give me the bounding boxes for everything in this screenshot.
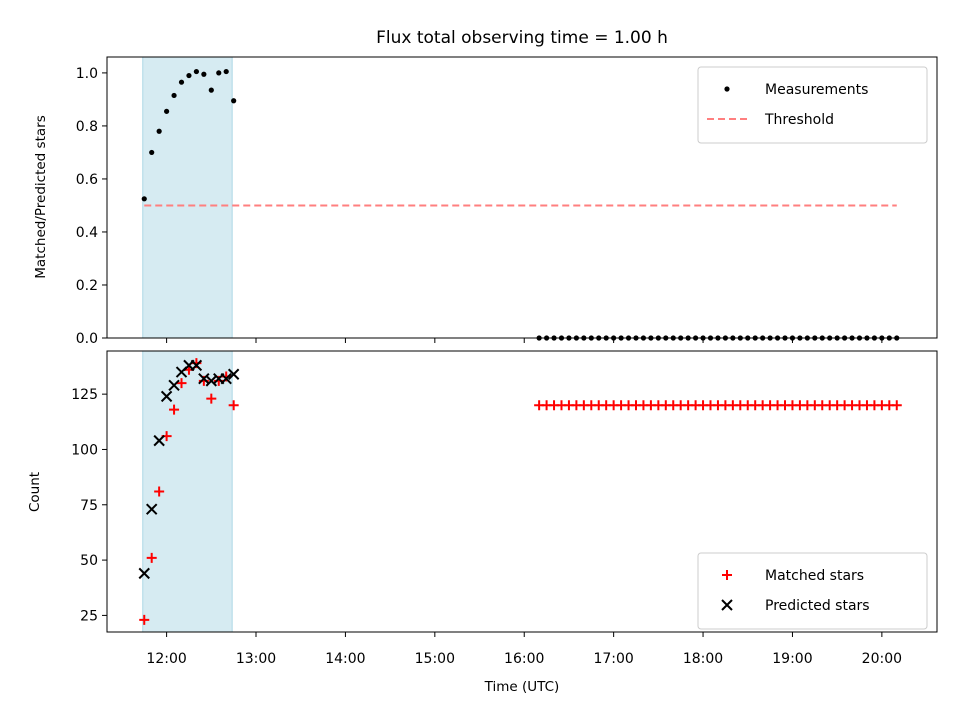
data-point xyxy=(141,196,147,202)
data-point xyxy=(206,393,217,404)
legend-box xyxy=(697,66,928,144)
x-tick-label: 13:00 xyxy=(236,651,276,667)
data-point xyxy=(178,79,185,85)
data-point xyxy=(154,486,165,497)
legend-x-swatch xyxy=(721,599,733,611)
data-point xyxy=(231,98,237,104)
bottom-panel-frame xyxy=(106,350,938,633)
legend-layer: Measurements Threshold Matched stars Predic… xyxy=(697,66,928,630)
data-point xyxy=(164,108,170,114)
data-point xyxy=(891,400,902,411)
top-panel-frame xyxy=(106,56,938,339)
y-tick-label: 0.4 xyxy=(76,225,98,241)
x-tick-label: 14:00 xyxy=(325,651,365,667)
x-axis-label: Time (UTC) xyxy=(484,679,560,695)
data-point xyxy=(156,128,162,134)
legend-plus-swatch xyxy=(722,570,732,580)
data-marks-layer xyxy=(138,68,902,625)
legend-label: Matched stars xyxy=(765,568,864,584)
data-point xyxy=(198,372,210,385)
x-tick-label: 16:00 xyxy=(504,651,544,667)
x-tick-label: 17:00 xyxy=(593,651,633,667)
top-y-axis-label: Matched/Predicted stars xyxy=(33,115,49,278)
legend-dot-swatch xyxy=(724,86,730,92)
data-point xyxy=(169,404,180,415)
y-tick-label: 100 xyxy=(71,442,98,458)
y-tick-label: 50 xyxy=(80,553,98,569)
data-point xyxy=(227,368,240,380)
data-point xyxy=(138,567,150,580)
data-point xyxy=(220,372,232,385)
legend-box xyxy=(697,552,928,630)
y-tick-label: 0.0 xyxy=(76,331,98,347)
x-tick-label: 15:00 xyxy=(415,651,455,667)
legend-label: Measurements xyxy=(765,82,868,98)
y-tick-label: 0.6 xyxy=(76,172,98,188)
data-point xyxy=(146,552,157,563)
data-point xyxy=(160,390,173,403)
x-tick-label: 19:00 xyxy=(772,651,812,667)
x-tick-label: 18:00 xyxy=(683,651,723,667)
legend-label: Threshold xyxy=(764,112,834,128)
data-point xyxy=(228,400,239,411)
data-point xyxy=(190,359,203,372)
x-tick-label: 12:00 xyxy=(146,651,186,667)
chart-title: Flux total observing time = 1.00 h xyxy=(376,28,668,48)
y-tick-label: 0.2 xyxy=(76,278,98,294)
data-point xyxy=(186,72,192,79)
data-point xyxy=(145,503,158,515)
shaded-interval-layer xyxy=(142,56,233,633)
x-tick-label: 20:00 xyxy=(862,651,902,667)
data-point xyxy=(176,378,187,389)
data-point xyxy=(171,92,177,99)
observing-window-shade xyxy=(142,56,233,339)
axes-layer: 0.0 0.2 0.4 0.6 0.8 1.0 25 50 75 100 125 12:00 13:00… xyxy=(71,56,938,667)
data-point xyxy=(193,68,200,75)
data-point xyxy=(205,375,218,387)
data-point xyxy=(168,379,180,392)
y-tick-label: 125 xyxy=(71,387,98,403)
data-point xyxy=(201,71,207,77)
y-tick-label: 0.8 xyxy=(76,119,98,135)
data-point xyxy=(216,70,222,76)
data-point xyxy=(139,614,150,625)
legend-label: Predicted stars xyxy=(765,598,870,614)
data-point xyxy=(208,87,214,93)
y-tick-label: 75 xyxy=(80,498,98,514)
y-tick-label: 25 xyxy=(80,608,98,624)
data-point xyxy=(223,68,229,75)
data-point xyxy=(153,434,165,447)
bottom-y-axis-label: Count xyxy=(27,472,43,512)
y-tick-label: 1.0 xyxy=(76,66,98,82)
data-point xyxy=(149,149,155,156)
